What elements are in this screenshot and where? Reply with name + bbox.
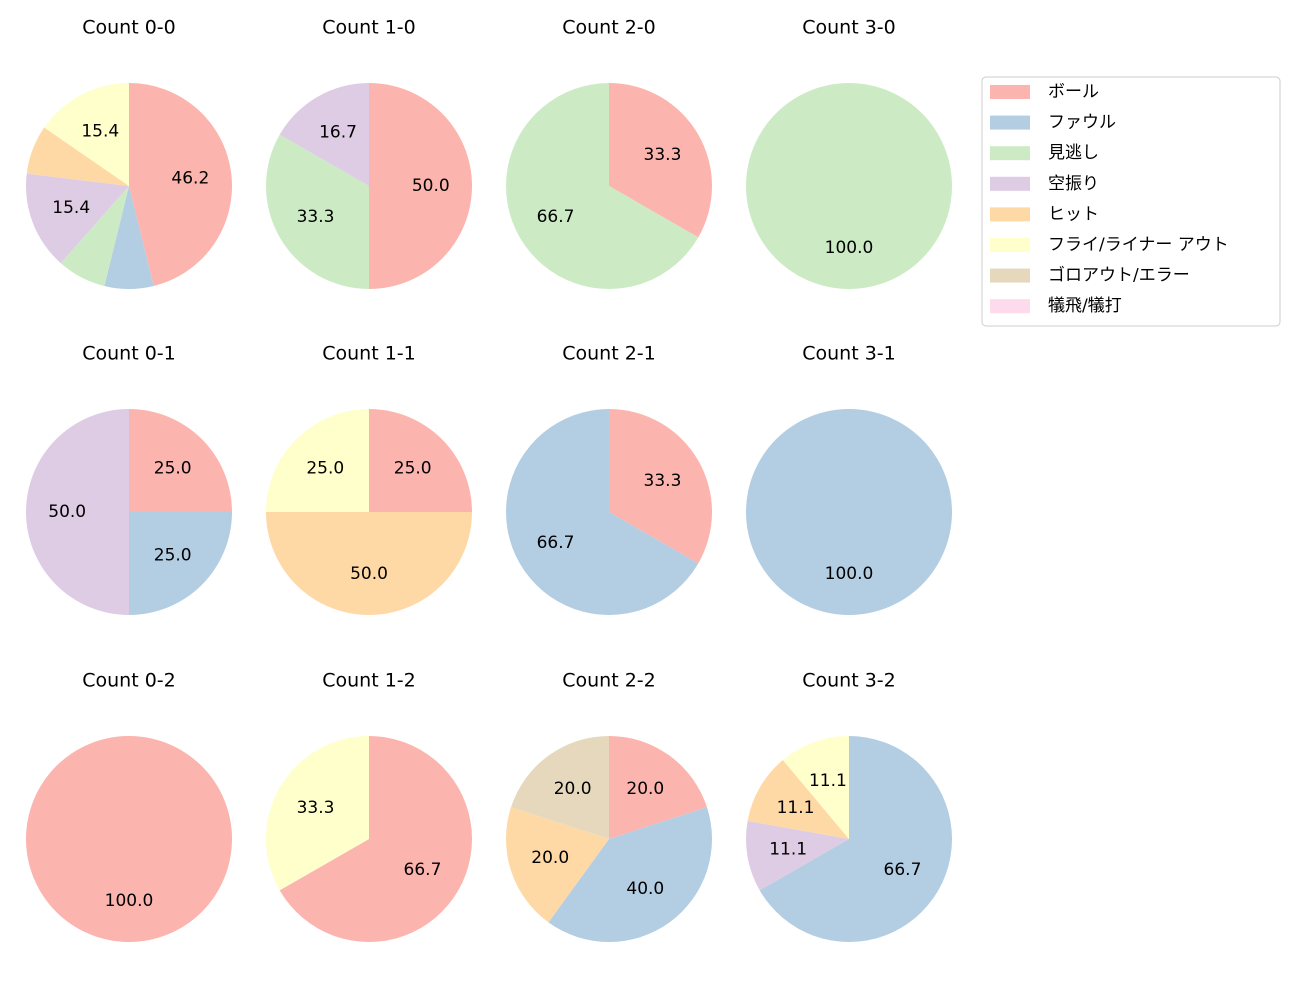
slice-label: 33.3: [297, 798, 335, 818]
pie-slice: [104, 186, 154, 289]
legend-label: 犠飛/犠打: [1048, 296, 1122, 316]
pie-slice: [60, 186, 130, 287]
pie-slice: [369, 83, 472, 289]
slice-label: 50.0: [412, 176, 450, 196]
legend-label: 見逃し: [1048, 143, 1099, 163]
legend-swatch: [990, 268, 1030, 283]
slice-label: 11.1: [809, 771, 847, 791]
pie-slice: [759, 736, 953, 942]
pie-slice: [129, 409, 232, 512]
legend-label: 空振り: [1048, 174, 1099, 194]
legend-label: ゴロアウト/エラー: [1048, 265, 1190, 286]
pie-slice: [279, 83, 369, 186]
slice-label: 46.2: [171, 169, 209, 189]
pie-slice: [129, 83, 233, 287]
pie-slice: [44, 83, 129, 186]
pie-slice: [506, 807, 609, 923]
pie-slice: [609, 83, 712, 238]
slice-label: 15.4: [81, 121, 119, 141]
legend-label: ヒット: [1048, 204, 1099, 224]
pie-slice: [746, 820, 849, 891]
legend-swatch: [990, 207, 1030, 222]
slice-label: 66.7: [404, 860, 442, 880]
pie-slice: [26, 409, 129, 615]
pie-slice: [782, 736, 849, 839]
pie-slice: [266, 736, 369, 891]
chart-title: Count 1-0: [322, 17, 416, 39]
slice-label: 33.3: [644, 471, 682, 491]
pie-slice: [548, 807, 712, 942]
slice-label: 20.0: [626, 779, 664, 799]
legend-label: フライ/ライナー アウト: [1048, 235, 1229, 255]
slice-label: 25.0: [394, 458, 432, 478]
legend-swatch: [990, 85, 1030, 99]
legend-label: ファウル: [1048, 113, 1116, 133]
chart-title: Count 0-1: [82, 343, 176, 365]
pie-slice: [746, 83, 952, 289]
chart-title: Count 3-0: [802, 17, 896, 39]
slice-label: 66.7: [537, 207, 575, 227]
pie-slice: [369, 409, 472, 512]
pie-slice: [609, 409, 712, 564]
chart-title: Count 1-1: [322, 343, 416, 365]
slice-label: 50.0: [350, 564, 388, 584]
pie-slice: [506, 409, 699, 615]
legend-swatch: [990, 238, 1030, 252]
chart-title: Count 1-2: [322, 670, 416, 692]
pie-slice: [511, 736, 609, 839]
slice-label: 66.7: [884, 860, 922, 880]
chart-title: Count 0-0: [82, 17, 176, 39]
slice-label: 40.0: [626, 879, 664, 899]
slice-label: 100.0: [105, 891, 154, 911]
pie-slice: [26, 736, 232, 942]
chart-title: Count 2-1: [562, 343, 656, 365]
legend-swatch: [990, 115, 1030, 130]
slice-label: 100.0: [825, 238, 874, 258]
chart-title: Count 2-2: [562, 670, 656, 692]
chart-title: Count 3-2: [802, 670, 896, 692]
pie-slice: [26, 173, 130, 264]
legend-swatch: [990, 176, 1030, 191]
slice-label: 50.0: [48, 502, 86, 522]
pie-slice: [609, 736, 707, 839]
slice-label: 33.3: [297, 207, 335, 227]
slice-label: 11.1: [777, 798, 815, 818]
legend-swatch: [990, 146, 1030, 161]
slice-label: 100.0: [825, 564, 874, 584]
slice-label: 20.0: [531, 848, 569, 868]
chart-title: Count 2-0: [562, 17, 656, 39]
slice-label: 20.0: [554, 779, 592, 799]
pie-slice: [266, 409, 369, 512]
pie-slice: [747, 760, 849, 839]
legend-label: ボール: [1048, 82, 1099, 102]
slice-label: 16.7: [319, 123, 357, 143]
chart-title: Count 0-2: [82, 670, 176, 692]
slice-label: 66.7: [537, 533, 575, 553]
legend-swatch: [990, 299, 1030, 314]
slice-label: 25.0: [154, 458, 192, 478]
slice-label: 25.0: [154, 546, 192, 566]
legend-box: [981, 76, 1281, 327]
slice-label: 25.0: [306, 458, 344, 478]
pie-slice: [266, 512, 472, 615]
pie-slice: [26, 127, 130, 186]
pie-slice: [746, 409, 952, 615]
pie-slice: [506, 83, 699, 290]
chart-title: Count 3-1: [802, 343, 896, 365]
pie-slice: [265, 134, 369, 289]
pie-slice: [129, 512, 232, 615]
pie-slice: [279, 736, 473, 942]
slice-label: 33.3: [644, 145, 682, 165]
slice-label: 11.1: [769, 840, 807, 860]
slice-label: 15.4: [52, 198, 90, 218]
